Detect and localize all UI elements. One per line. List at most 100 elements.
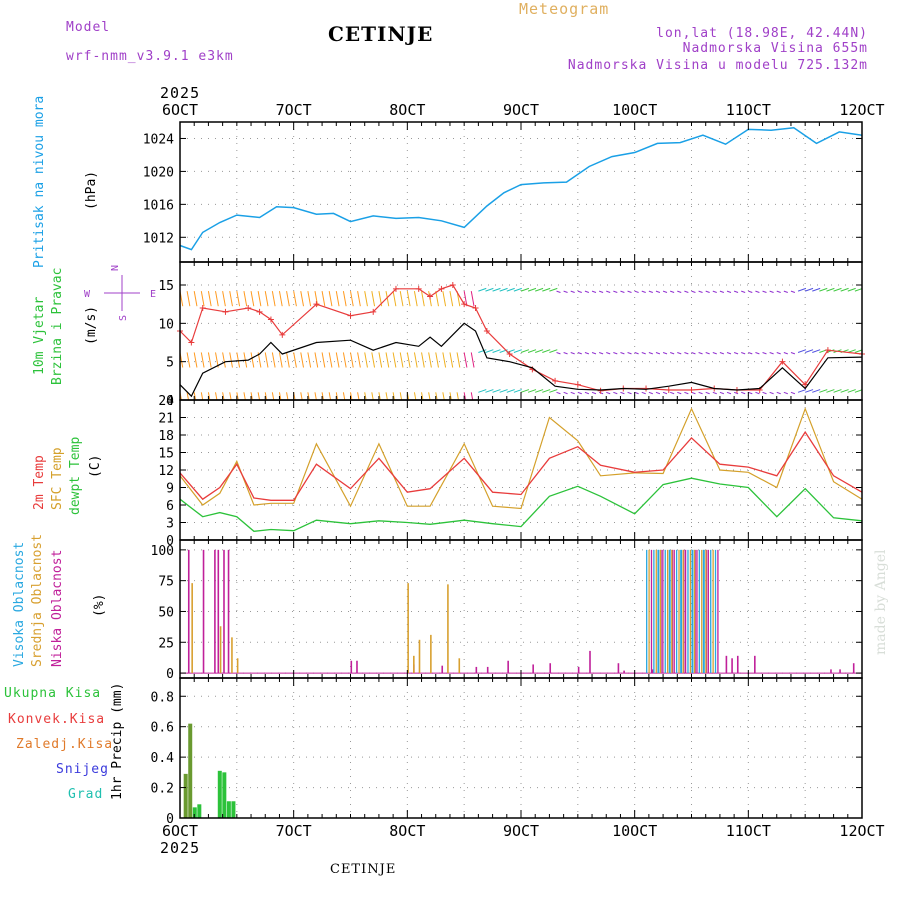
y-tick-label-temp: 15	[158, 447, 174, 462]
wind-barb	[670, 351, 675, 355]
pressure-line	[179, 127, 863, 251]
cloud-bar-high	[673, 549, 675, 674]
cloud-bar-low	[214, 549, 216, 674]
wind-gust-marker	[188, 339, 195, 346]
year-top: 2025	[160, 84, 201, 102]
wind-barb	[741, 391, 746, 395]
wind-barb	[776, 391, 781, 395]
wind-barb	[812, 389, 821, 393]
wind-barb	[236, 352, 241, 368]
wind-barb	[606, 351, 611, 355]
wind-gust-marker	[449, 282, 456, 288]
wind-barb	[691, 351, 696, 355]
wind-barb	[449, 352, 454, 368]
wind-barb	[520, 349, 530, 353]
wind-barb	[677, 290, 682, 293]
wind-barb	[748, 351, 753, 355]
precip-bar	[197, 804, 202, 818]
wind-barb	[570, 351, 575, 355]
x-tick-label-top: 12OCT	[839, 101, 884, 119]
wind-gust-marker	[779, 358, 786, 365]
cloud-bar-high	[662, 549, 664, 674]
wind-barb	[691, 290, 696, 293]
wind-barb	[670, 290, 675, 293]
wind-gust-marker	[461, 301, 468, 308]
wind-barb	[719, 290, 725, 293]
wind-gust-marker	[370, 308, 377, 315]
year-bottom: 2025	[160, 839, 201, 857]
wind-barb	[549, 389, 558, 393]
wind-barb	[733, 290, 739, 293]
cloud-bar-low	[475, 666, 478, 674]
wind-barb	[342, 291, 347, 307]
wind-barb	[222, 291, 226, 307]
wind-barb	[442, 291, 447, 307]
cloud-bar-low	[202, 549, 205, 674]
wind-barb	[350, 291, 354, 307]
wind-barb	[833, 287, 842, 292]
x-tick-label-top: 11OCT	[726, 101, 771, 119]
wind-barb	[535, 287, 544, 292]
wind-barb	[243, 291, 248, 307]
wind-barb	[705, 351, 710, 355]
wind-barb	[613, 391, 618, 395]
x-tick-label-bottom: 10OCT	[612, 822, 657, 840]
wind-barb	[627, 391, 632, 395]
precip-bar	[192, 807, 197, 818]
y-tick-label-temp: 9	[166, 482, 174, 497]
cloud-bar-high	[712, 549, 714, 674]
wind-barb	[264, 352, 269, 368]
legend-convective-rain: Konvek.Kisa	[8, 712, 106, 727]
cloud-bar-low	[617, 663, 620, 674]
cloud-bar-high	[689, 549, 692, 674]
2m-temp-line	[179, 430, 863, 501]
cloud-bar-low	[736, 655, 739, 674]
cloud-bar-low	[441, 665, 444, 674]
wind-barb	[741, 351, 746, 355]
wind-barb	[840, 287, 849, 292]
y-tick-label-cloud: 25	[158, 636, 174, 651]
wind-barb	[385, 352, 390, 368]
wind-barb	[677, 351, 682, 355]
cloud-bar-low	[217, 549, 220, 674]
wind-barb	[620, 391, 625, 395]
cloud-bar-high	[687, 549, 689, 674]
wind-barb	[314, 291, 319, 307]
wind-barb	[570, 391, 575, 395]
wind-barb	[748, 290, 753, 293]
wind-barb	[677, 391, 682, 395]
wind-barb	[819, 287, 828, 292]
y-tick-label-wind: 15	[158, 279, 174, 294]
wind-barb	[847, 389, 856, 393]
wind-barb	[755, 391, 760, 395]
wind-barb	[413, 352, 418, 368]
cloud-bar-high	[702, 549, 705, 674]
x-tick-label-top: 6OCT	[162, 101, 198, 119]
wind-gust-marker	[688, 387, 695, 394]
grid-layer	[180, 122, 862, 818]
wind-barb	[833, 389, 842, 393]
wind-barb	[577, 391, 582, 395]
wind-barb	[385, 291, 390, 307]
wind-gust-marker	[267, 316, 274, 323]
wind-barb	[790, 290, 796, 293]
cloud-bar-mid	[407, 583, 409, 674]
y-tick-label-cloud: 0	[166, 667, 174, 682]
x-tick-label-bottom: 6OCT	[162, 822, 198, 840]
tick-labels: 1012101610201024051015036912151821240255…	[143, 101, 885, 840]
wind-barb	[250, 291, 255, 307]
y-tick-label-temp: 21	[158, 412, 174, 427]
wind-barb	[641, 351, 646, 355]
x-tick-label-bottom: 11OCT	[726, 822, 771, 840]
wind-barb	[698, 391, 703, 395]
wind-barb	[662, 391, 668, 395]
wind-barb	[535, 389, 544, 393]
wind-barb	[840, 389, 849, 393]
wind-barb	[499, 389, 508, 393]
wind-barb	[286, 291, 290, 307]
wind-barb	[527, 349, 537, 353]
wind-barb	[797, 389, 807, 393]
wind-barb	[684, 290, 689, 293]
wind-barb	[478, 287, 487, 292]
wind-barb	[435, 291, 439, 307]
